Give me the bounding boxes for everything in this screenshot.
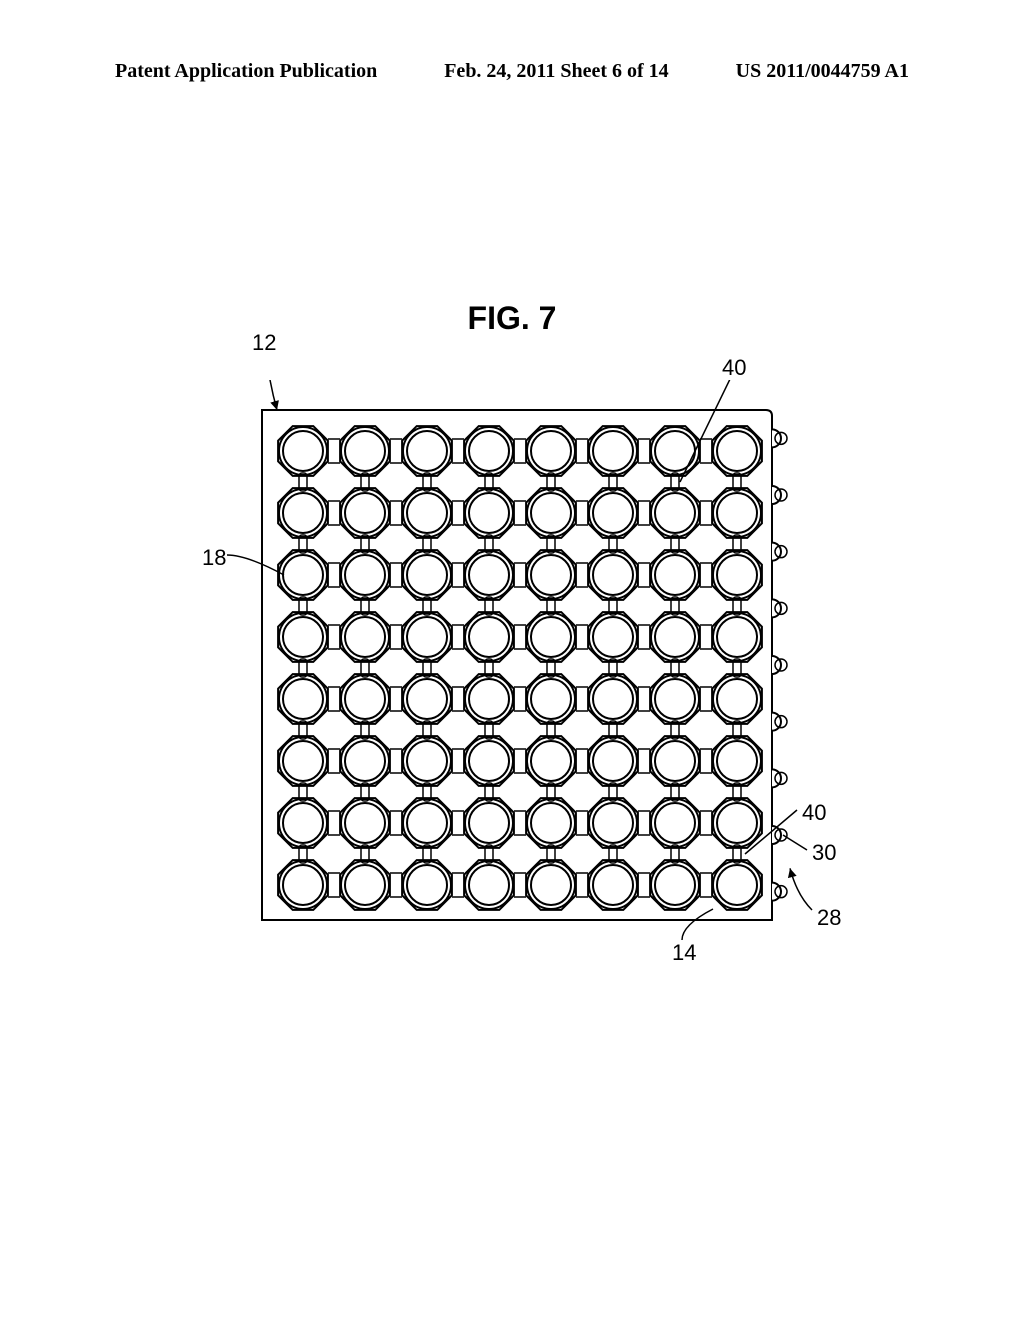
- label-40a: 40: [722, 355, 746, 381]
- label-18: 18: [202, 545, 226, 571]
- figure-title: FIG. 7: [468, 300, 557, 337]
- label-28: 28: [817, 905, 841, 931]
- patent-diagram: [222, 380, 862, 980]
- header-left: Patent Application Publication: [115, 60, 377, 83]
- header-center: Feb. 24, 2011 Sheet 6 of 14: [444, 60, 668, 83]
- diagram-container: 12 18 40 40 30 28 14: [222, 380, 802, 940]
- label-12: 12: [252, 330, 276, 356]
- label-30: 30: [812, 840, 836, 866]
- label-14: 14: [672, 940, 696, 966]
- label-40b: 40: [802, 800, 826, 826]
- header-right: US 2011/0044759 A1: [736, 60, 909, 83]
- page-header: Patent Application Publication Feb. 24, …: [0, 60, 1024, 83]
